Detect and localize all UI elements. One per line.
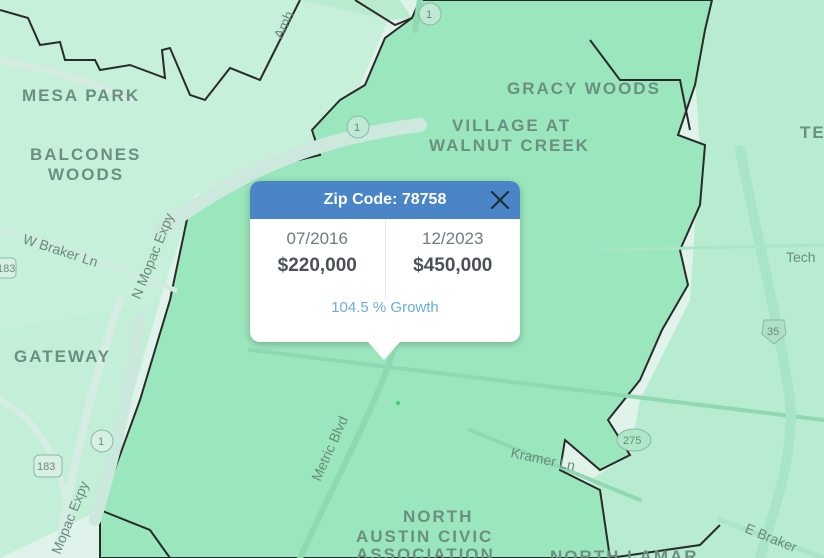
popup-right-column: 12/2023 $450,000 <box>384 219 521 299</box>
label-north-lamar: NORTH LAMAR <box>550 547 699 558</box>
label-walnut-creek: WALNUT CREEK <box>429 136 590 155</box>
location-dot <box>396 401 400 405</box>
popup-columns: 07/2016 $220,000 12/2023 $450,000 <box>250 219 520 299</box>
zip-area-northwest[interactable] <box>300 0 412 20</box>
popup-pointer <box>368 342 400 360</box>
shield-1-north: 1 <box>418 2 442 26</box>
label-village-at: VILLAGE AT <box>452 116 571 135</box>
zip-area-east[interactable] <box>590 0 824 558</box>
svg-text:275: 275 <box>623 435 641 447</box>
start-price: $220,000 <box>277 255 357 276</box>
label-balcones: BALCONES <box>30 145 141 164</box>
zip-popup: Zip Code: 78758 07/2016 $220,000 12/2023… <box>250 181 520 360</box>
label-association: ASSOCIATION <box>356 545 495 558</box>
shield-1-mid: 1 <box>346 115 370 139</box>
label-north: NORTH <box>403 507 473 526</box>
popup-left-column: 07/2016 $220,000 <box>250 219 385 299</box>
label-tech: Tech <box>786 249 816 265</box>
label-austin-civic: AUSTIN CIVIC <box>356 527 493 546</box>
shield-183-south: 183 <box>33 454 63 478</box>
popup-header: Zip Code: 78758 <box>250 181 520 219</box>
shield-1-south: 1 <box>90 429 114 453</box>
svg-text:1: 1 <box>354 122 360 134</box>
zip-area-west[interactable] <box>0 0 390 330</box>
label-te: TE <box>800 123 824 142</box>
zip-boundaries <box>0 0 721 558</box>
label-mesa-park: MESA PARK <box>22 86 140 105</box>
shield-183-west: 183 <box>0 257 17 279</box>
shield-275: 275 <box>616 428 652 452</box>
popup-title: Zip Code: 78758 <box>323 191 447 208</box>
label-gracy-woods: GRACY WOODS <box>507 79 661 98</box>
svg-text:183: 183 <box>37 461 55 473</box>
end-price: $450,000 <box>413 255 493 276</box>
svg-text:35: 35 <box>767 326 779 338</box>
svg-text:183: 183 <box>0 263 15 275</box>
start-date: 07/2016 <box>286 229 348 248</box>
svg-text:1: 1 <box>426 9 432 21</box>
label-gateway: GATEWAY <box>14 347 111 366</box>
end-date: 12/2023 <box>422 229 484 248</box>
close-icon[interactable] <box>488 188 512 212</box>
label-woods: WOODS <box>48 165 124 184</box>
growth-text: 104.5 % Growth <box>331 299 439 316</box>
svg-text:1: 1 <box>98 436 104 448</box>
shield-35: 35 <box>761 319 787 345</box>
